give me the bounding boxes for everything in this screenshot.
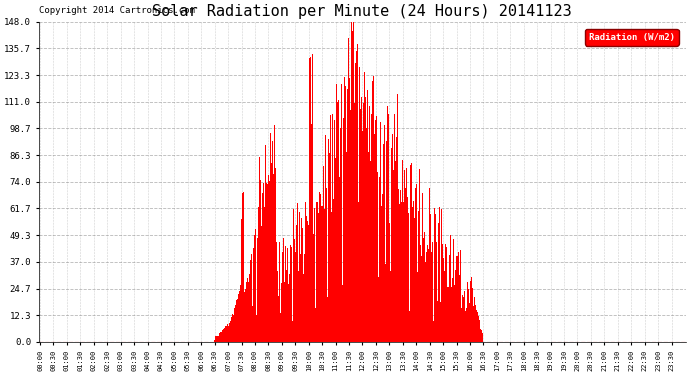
Legend: Radiation (W/m2): Radiation (W/m2) (584, 28, 679, 46)
Title: Solar Radiation per Minute (24 Hours) 20141123: Solar Radiation per Minute (24 Hours) 20… (152, 4, 572, 19)
Text: Copyright 2014 Cartronics.com: Copyright 2014 Cartronics.com (39, 6, 195, 15)
